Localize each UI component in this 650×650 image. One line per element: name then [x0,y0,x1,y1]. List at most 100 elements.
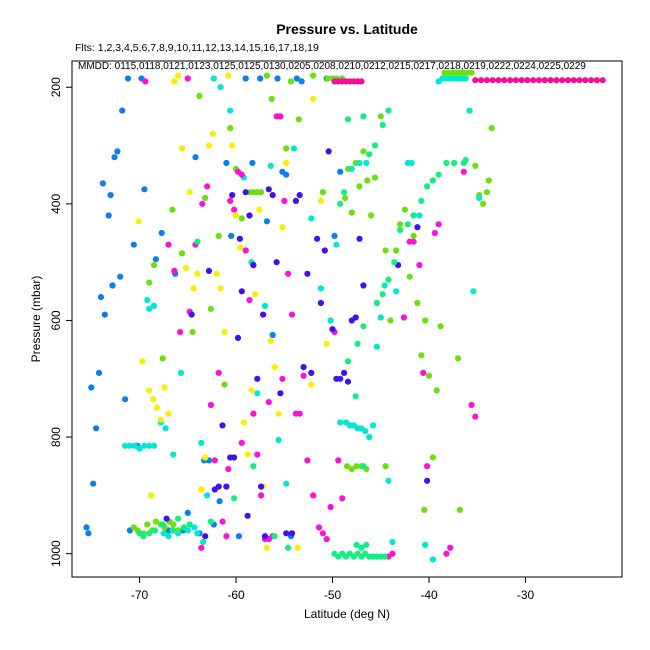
data-point [198,486,205,493]
data-point [353,463,360,470]
data-point [564,77,572,84]
data-point [152,256,159,263]
data-point [260,311,267,318]
data-point [209,130,216,137]
data-point [202,533,209,540]
data-point [235,533,242,540]
data-point [151,527,159,534]
data-point [180,524,187,531]
data-point [323,536,330,543]
data-point [107,192,114,199]
data-point [228,232,235,239]
data-point [371,174,379,181]
data-point [466,107,473,114]
data-point [483,189,490,196]
data-point [382,463,389,470]
data-point [263,544,270,551]
data-point [93,425,100,432]
data-point [424,463,431,470]
data-point [294,544,301,551]
x-tick-label: -50 [324,588,342,602]
data-point [593,77,601,84]
data-point [162,425,169,432]
data-point [366,434,373,441]
data-point [148,492,155,499]
data-point [381,282,388,289]
data-point [373,343,380,350]
data-point [317,299,324,307]
y-axis-label: Pressure (mbar) [29,276,43,363]
data-point [135,218,142,225]
data-point [353,541,360,549]
data-point [119,107,126,114]
data-point [397,221,404,228]
data-point [275,436,282,444]
data-point [124,75,132,82]
data-point [343,463,351,470]
data-point [221,329,228,336]
data-point [360,282,367,289]
data-point [429,454,436,461]
data-point [295,116,302,123]
data-point [136,445,143,452]
data-point [146,442,153,449]
data-point [501,77,508,84]
data-point [418,352,425,359]
data-point [277,113,284,120]
data-point [250,262,257,269]
data-point [363,541,370,549]
y-tick-label: 800 [49,427,63,447]
data-point [433,387,440,394]
data-point [300,364,307,371]
data-point [387,317,394,324]
data-point [319,530,326,537]
data-point [315,524,323,531]
data-point [227,197,234,204]
plot-frame [71,60,623,578]
data-point [518,77,525,84]
data-point [425,372,433,379]
data-point [335,457,342,464]
data-point [570,77,577,84]
chart-subtitle: Flts: 1,2,3,4,5,6,7,8,9,10,11,12,13,14,1… [75,42,319,54]
data-point [323,340,330,347]
data-point [296,192,303,199]
data-point [178,250,186,257]
data-point [223,533,230,540]
data-point [159,355,166,362]
legend-text: MMDD: 0115,0118,0121,0123,0125,0125,0130… [78,61,586,72]
data-point [236,244,243,251]
data-point [111,154,118,161]
data-point [271,533,278,540]
data-point [152,518,159,525]
data-point [373,299,380,307]
data-point [211,457,218,464]
data-point [244,512,251,519]
data-point [199,200,206,207]
x-axis-label: Latitude (deg N) [304,607,390,621]
data-point [227,107,234,114]
data-point [456,506,463,513]
data-point [381,553,388,560]
data-point [285,544,292,551]
data-point [288,311,296,318]
data-point [265,186,272,193]
data-point [265,399,272,406]
data-point [223,483,230,490]
data-point [424,477,431,484]
data-point [447,544,454,551]
data-point [389,538,396,546]
data-point [274,75,281,82]
data-point [175,530,182,537]
data-point [377,314,384,321]
data-point [360,323,367,330]
data-point [215,369,222,376]
data-point [462,157,469,164]
data-point [360,463,367,470]
data-point [410,238,417,245]
data-point [246,212,253,219]
data-point [122,442,129,449]
data-point [416,212,423,219]
data-point [165,410,172,417]
data-point [231,454,238,461]
